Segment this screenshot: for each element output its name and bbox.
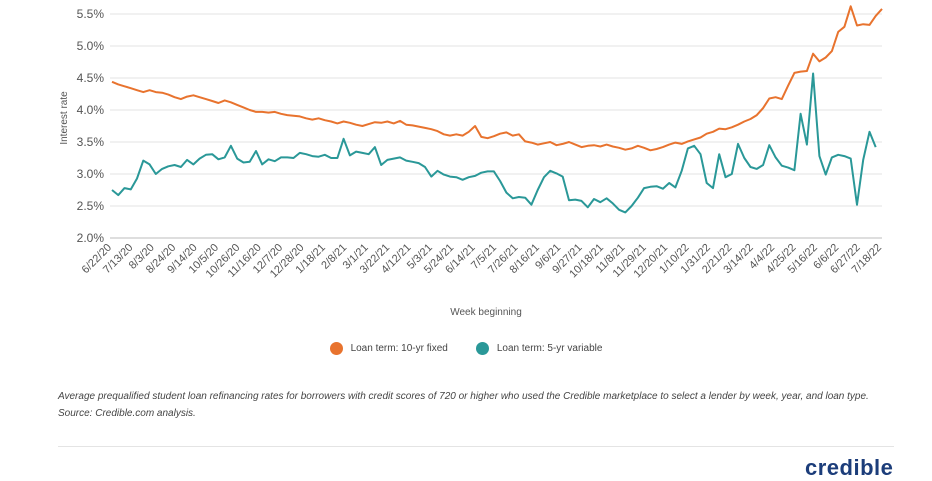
divider [58,446,894,447]
y-tick-label: 3.5% [77,135,105,149]
y-axis-title: Interest rate [59,91,70,145]
series-lines [111,5,883,214]
credible-logo: credible [805,455,894,480]
line-chart: 2.0% 2.5% 3.0% 3.5% 4.0% 4.5% 5.0% 5.5% 6/22/20… [59,5,884,318]
chart-caption: Average prequalified student loan refina… [58,391,869,419]
legend-label-fixed: Loan term: 10-yr fixed [350,343,448,354]
y-tick-label: 3.0% [77,167,105,181]
legend-label-variable: Loan term: 5-yr variable [496,343,603,354]
legend-swatch-fixed [329,342,343,355]
x-axis-ticks: 6/22/207/13/208/3/208/24/209/14/2010/5/2… [80,242,884,281]
legend: Loan term: 10-yr fixed Loan term: 5-yr v… [0,342,932,355]
series-line-5yr-variable [111,72,877,214]
y-tick-label: 4.5% [77,71,105,85]
legend-item-fixed: Loan term: 10-yr fixed [329,342,448,355]
y-tick-label: 2.5% [77,199,105,213]
legend-swatch-variable [475,342,489,355]
y-axis-ticks: 2.0% 2.5% 3.0% 3.5% 4.0% 4.5% 5.0% 5.5% [77,7,105,245]
y-tick-label: 5.0% [77,39,105,53]
legend-item-variable: Loan term: 5-yr variable [475,342,603,355]
x-axis-title: Week beginning [450,307,522,318]
y-tick-label: 2.0% [77,231,105,245]
y-tick-label: 4.0% [77,103,105,117]
y-tick-label: 5.5% [77,7,105,21]
series-line-10yr-fixed [111,5,883,152]
gridlines [110,13,882,239]
